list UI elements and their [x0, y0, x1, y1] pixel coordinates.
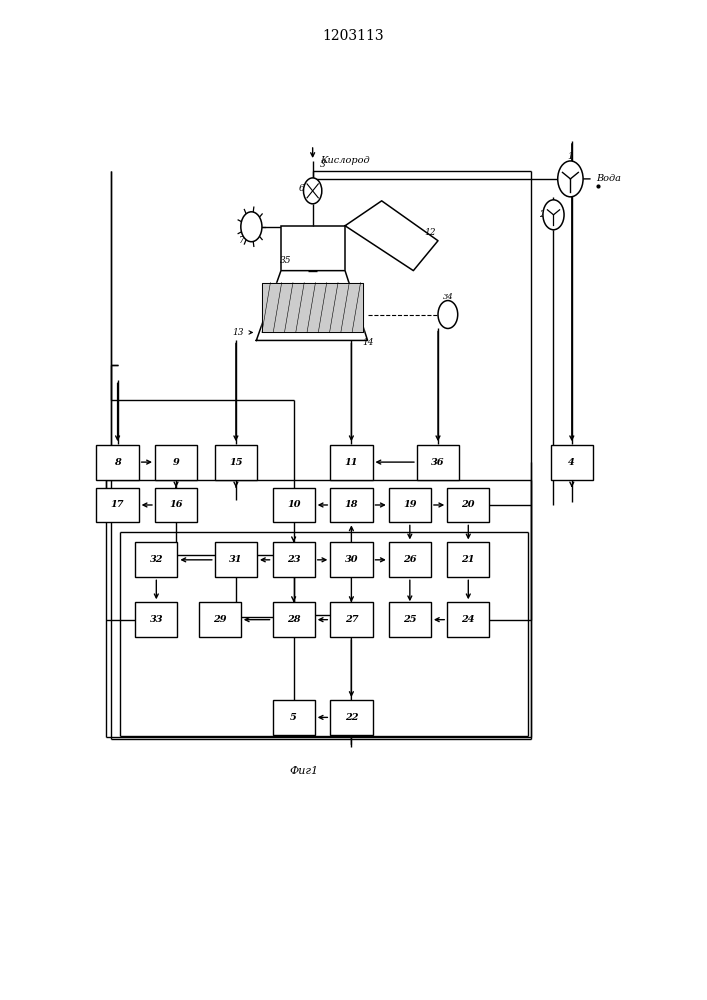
FancyBboxPatch shape — [447, 488, 489, 522]
FancyBboxPatch shape — [447, 602, 489, 637]
Text: 9: 9 — [173, 458, 180, 467]
Text: 12: 12 — [424, 228, 436, 237]
Text: 30: 30 — [344, 555, 358, 564]
Text: Вода: Вода — [597, 174, 621, 183]
Text: 36: 36 — [431, 458, 445, 467]
FancyBboxPatch shape — [389, 488, 431, 522]
FancyBboxPatch shape — [389, 542, 431, 577]
FancyBboxPatch shape — [330, 445, 373, 480]
Text: 18: 18 — [344, 500, 358, 509]
FancyBboxPatch shape — [96, 488, 139, 522]
Text: 32: 32 — [150, 555, 163, 564]
FancyBboxPatch shape — [417, 445, 459, 480]
Text: 27: 27 — [344, 615, 358, 624]
Text: 26: 26 — [403, 555, 416, 564]
Text: 1203113: 1203113 — [322, 29, 385, 43]
FancyBboxPatch shape — [135, 542, 177, 577]
FancyBboxPatch shape — [330, 542, 373, 577]
Polygon shape — [262, 283, 363, 332]
Text: 5: 5 — [291, 713, 297, 722]
Text: 29: 29 — [213, 615, 226, 624]
FancyBboxPatch shape — [330, 488, 373, 522]
Text: 21: 21 — [462, 555, 475, 564]
Text: 17: 17 — [111, 500, 124, 509]
Text: 8: 8 — [115, 458, 121, 467]
Text: 31: 31 — [229, 555, 243, 564]
FancyBboxPatch shape — [135, 602, 177, 637]
FancyBboxPatch shape — [447, 542, 489, 577]
Text: 16: 16 — [169, 500, 183, 509]
Text: 2: 2 — [539, 210, 545, 219]
FancyBboxPatch shape — [281, 226, 345, 271]
Polygon shape — [345, 201, 438, 271]
Circle shape — [241, 212, 262, 242]
Circle shape — [303, 178, 322, 204]
Circle shape — [438, 301, 457, 328]
Text: 34: 34 — [443, 293, 453, 301]
Text: 1: 1 — [568, 152, 573, 161]
Circle shape — [558, 161, 583, 197]
Text: 7: 7 — [240, 236, 245, 245]
Text: 10: 10 — [287, 500, 300, 509]
Text: 35: 35 — [280, 256, 291, 265]
FancyBboxPatch shape — [96, 445, 139, 480]
FancyBboxPatch shape — [551, 445, 593, 480]
Text: 23: 23 — [287, 555, 300, 564]
Text: 22: 22 — [344, 713, 358, 722]
FancyBboxPatch shape — [272, 488, 315, 522]
Text: 3: 3 — [320, 160, 325, 169]
FancyBboxPatch shape — [272, 602, 315, 637]
Text: 15: 15 — [229, 458, 243, 467]
FancyBboxPatch shape — [215, 445, 257, 480]
Text: 28: 28 — [287, 615, 300, 624]
Text: 14: 14 — [362, 338, 373, 347]
Text: 13: 13 — [233, 328, 245, 337]
FancyBboxPatch shape — [155, 488, 197, 522]
Circle shape — [543, 200, 564, 230]
Text: 11: 11 — [344, 458, 358, 467]
FancyBboxPatch shape — [215, 542, 257, 577]
Text: 20: 20 — [462, 500, 475, 509]
Polygon shape — [257, 271, 368, 340]
Text: 25: 25 — [403, 615, 416, 624]
Text: 24: 24 — [462, 615, 475, 624]
FancyBboxPatch shape — [330, 602, 373, 637]
FancyBboxPatch shape — [272, 542, 315, 577]
Text: 33: 33 — [150, 615, 163, 624]
FancyBboxPatch shape — [389, 602, 431, 637]
Text: 4: 4 — [568, 458, 575, 467]
Text: 19: 19 — [403, 500, 416, 509]
FancyBboxPatch shape — [272, 700, 315, 735]
FancyBboxPatch shape — [199, 602, 241, 637]
Text: Кислород: Кислород — [320, 156, 370, 165]
Text: Фиг1: Фиг1 — [290, 766, 319, 776]
FancyBboxPatch shape — [330, 700, 373, 735]
Text: 6: 6 — [298, 184, 304, 193]
FancyBboxPatch shape — [155, 445, 197, 480]
